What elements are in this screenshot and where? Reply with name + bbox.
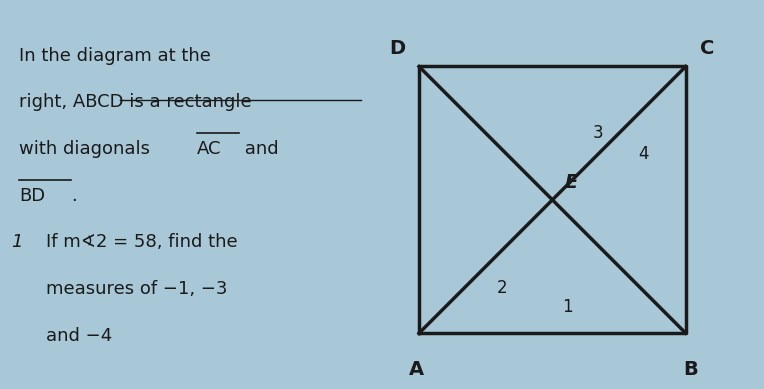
Text: and: and [238, 140, 278, 158]
Text: D: D [390, 39, 406, 58]
Text: .: . [71, 187, 76, 205]
Text: E: E [565, 173, 578, 192]
Text: BD: BD [19, 187, 45, 205]
Text: with diagonals: with diagonals [19, 140, 156, 158]
Text: and −4: and −4 [46, 327, 112, 345]
Text: right, ABCD is a rectangle: right, ABCD is a rectangle [19, 93, 251, 111]
Text: 2: 2 [497, 279, 507, 297]
Text: C: C [700, 39, 714, 58]
Text: 4: 4 [638, 145, 649, 163]
Text: AC: AC [197, 140, 222, 158]
Text: In the diagram at the: In the diagram at the [19, 47, 211, 65]
Text: 3: 3 [592, 124, 603, 142]
Text: measures of −1, −3: measures of −1, −3 [46, 280, 228, 298]
Text: 1: 1 [562, 298, 572, 315]
Text: B: B [684, 360, 698, 379]
Text: A: A [409, 360, 424, 379]
Text: If m∢2 = 58, find the: If m∢2 = 58, find the [46, 233, 238, 251]
Text: 1: 1 [11, 233, 23, 251]
